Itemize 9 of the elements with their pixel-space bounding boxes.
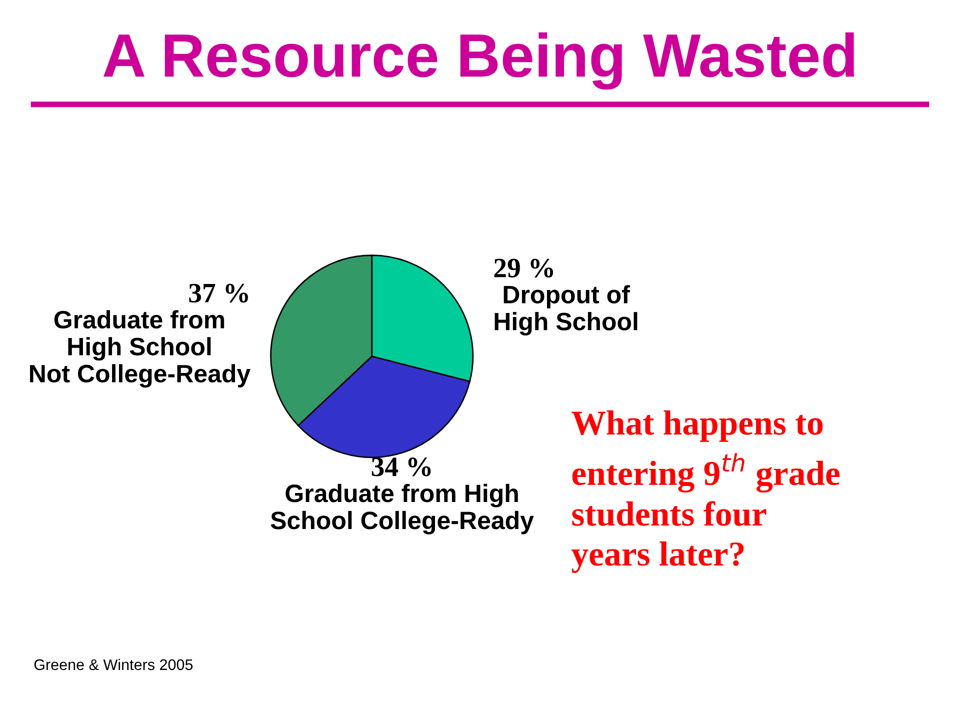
data-label: 37 %: [189, 284, 248, 303]
slice-label: Dropout of High School: [494, 285, 638, 336]
data-label: 34 %: [372, 457, 431, 476]
chart-title: A Resource Being Wasted: [104, 32, 854, 90]
text: What happens to entering 9$^{th}$ grade students four years later?: [572, 410, 840, 573]
slice-label: Graduate from High School College-Ready: [270, 484, 534, 534]
slice-label: Graduate from High School Not College-Ready: [30, 310, 250, 388]
text: Greene & Winters 2005: [34, 658, 193, 670]
data-label: 29 %: [494, 258, 554, 278]
